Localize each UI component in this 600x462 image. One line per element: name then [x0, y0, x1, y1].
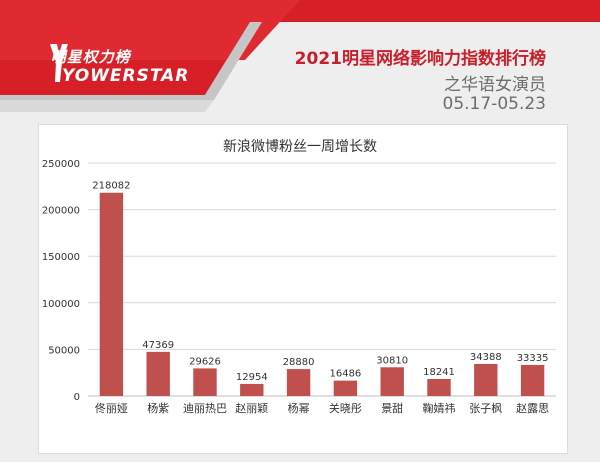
data-label: 47369	[142, 340, 174, 351]
y-tick-label: 150000	[42, 252, 80, 263]
x-tick-label: 关晓彤	[329, 401, 362, 415]
y-tick-label: 100000	[42, 299, 80, 310]
data-label: 29626	[189, 356, 221, 367]
x-tick-label: 杨幂	[288, 401, 310, 415]
x-tick-label: 鞠婧祎	[423, 401, 456, 415]
header-banner-graphic	[0, 0, 600, 112]
bar	[474, 363, 498, 396]
bar	[520, 364, 545, 396]
data-label: 34388	[470, 352, 502, 363]
bar	[146, 351, 170, 396]
bar	[427, 378, 451, 396]
x-tick-label: 迪丽热巴	[183, 402, 227, 415]
logo-y-icon	[50, 44, 68, 82]
bar	[333, 380, 358, 396]
y-tick-label: 50000	[48, 345, 80, 356]
data-label: 218082	[92, 181, 130, 192]
data-label: 18241	[423, 367, 455, 378]
x-tick-label: 赵丽颖	[235, 401, 268, 415]
y-tick-label: 0	[74, 392, 80, 403]
data-label: 16486	[329, 369, 361, 380]
data-label: 28880	[283, 357, 315, 368]
logo-english: YOWERSTAR	[62, 66, 190, 86]
bar	[240, 383, 264, 396]
page-headline: 2021明星网络影响力指数排行榜	[294, 49, 546, 69]
page-subtitle: 之华语女演员	[444, 75, 546, 95]
y-tick-label: 200000	[42, 206, 80, 217]
bar	[286, 369, 311, 396]
chart-title: 新浪微博粉丝一周增长数	[223, 139, 377, 155]
data-label: 30810	[376, 355, 408, 366]
bar	[193, 368, 217, 396]
data-label: 12954	[236, 372, 268, 383]
x-tick-label: 赵露思	[516, 401, 549, 415]
date-range: 05.17-05.23	[442, 94, 546, 114]
chart-card	[38, 124, 568, 454]
x-tick-label: 景甜	[381, 402, 403, 415]
x-tick-label: 杨紫	[147, 401, 169, 415]
data-label: 33335	[517, 353, 549, 364]
bar	[380, 367, 404, 396]
y-tick-label: 250000	[42, 159, 80, 170]
x-tick-label: 佟丽娅	[95, 401, 128, 415]
bar	[99, 192, 124, 396]
x-tick-label: 张子枫	[469, 401, 502, 415]
